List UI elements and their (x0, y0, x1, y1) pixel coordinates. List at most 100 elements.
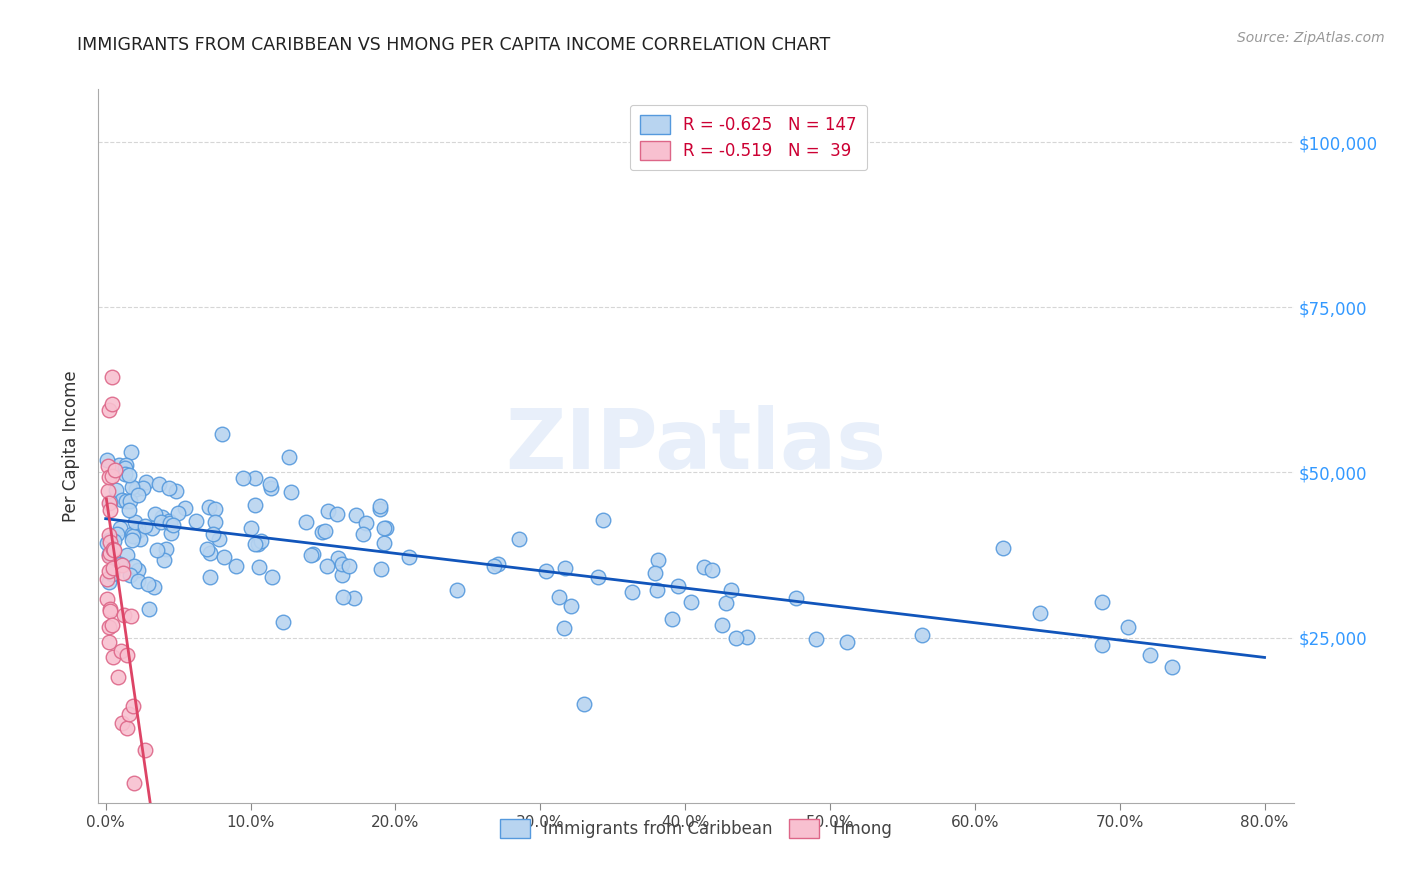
Point (129, 532, 152, 546)
Point (141, 520, 163, 534)
Text: Source: ZipAtlas.com: Source: ZipAtlas.com (1237, 31, 1385, 45)
Point (118, 567, 141, 582)
Point (121, 533, 143, 547)
Point (301, 547, 323, 561)
Point (98, 534, 121, 549)
Point (98, 502, 121, 516)
Point (118, 494, 141, 508)
Point (138, 577, 160, 591)
Point (370, 499, 392, 513)
Point (295, 516, 318, 530)
Point (1116, 620, 1139, 634)
Point (804, 632, 827, 646)
Point (98, 601, 121, 615)
Point (120, 445, 142, 459)
Point (115, 548, 138, 562)
Point (103, 649, 125, 664)
Text: ZIPatlas: ZIPatlas (506, 406, 886, 486)
Point (96, 573, 118, 587)
Point (96, 591, 118, 606)
Point (354, 516, 377, 531)
Point (337, 559, 360, 574)
Point (553, 621, 575, 635)
Point (621, 585, 644, 599)
Point (280, 485, 302, 500)
Point (370, 562, 392, 576)
Point (243, 498, 266, 512)
Point (98, 604, 121, 618)
Point (184, 514, 207, 528)
Point (198, 570, 221, 584)
Point (148, 476, 170, 491)
Point (332, 590, 354, 604)
Point (101, 370, 124, 384)
Point (107, 670, 129, 684)
Point (125, 524, 148, 538)
Point (117, 648, 139, 663)
Point (103, 463, 125, 477)
Point (101, 567, 124, 582)
Point (98, 564, 121, 578)
Point (375, 521, 398, 535)
Point (837, 634, 859, 648)
Point (134, 742, 156, 756)
Point (446, 583, 468, 598)
Point (373, 521, 395, 535)
Point (142, 580, 165, 594)
Point (108, 558, 131, 572)
Point (98, 620, 121, 634)
Point (111, 558, 134, 573)
Point (735, 630, 758, 644)
Point (114, 493, 136, 508)
Point (724, 631, 747, 645)
Point (344, 508, 367, 522)
Point (173, 500, 195, 515)
Point (127, 488, 149, 502)
Point (105, 527, 128, 541)
Point (122, 776, 145, 790)
Point (96, 452, 118, 467)
Point (560, 599, 582, 614)
Point (101, 561, 124, 575)
Point (1139, 648, 1161, 663)
Point (121, 526, 143, 541)
Text: IMMIGRANTS FROM CARIBBEAN VS HMONG PER CAPITA INCOME CORRELATION CHART: IMMIGRANTS FROM CARIBBEAN VS HMONG PER C… (77, 36, 831, 54)
Point (720, 583, 742, 598)
Point (155, 541, 177, 556)
Point (118, 467, 141, 482)
Point (572, 697, 595, 711)
Point (208, 532, 231, 546)
Point (225, 559, 247, 574)
Point (157, 481, 180, 495)
Point (98, 549, 121, 563)
Point (103, 543, 125, 558)
Point (128, 524, 150, 538)
Point (232, 471, 254, 485)
Point (112, 566, 135, 580)
Point (104, 483, 127, 497)
Point (1029, 606, 1052, 620)
Point (103, 533, 125, 548)
Point (486, 557, 509, 571)
Point (240, 521, 263, 535)
Point (121, 480, 143, 494)
Point (250, 534, 273, 549)
Point (243, 536, 266, 550)
Point (661, 612, 683, 626)
Point (98, 546, 121, 560)
Point (343, 591, 366, 605)
Point (368, 502, 391, 516)
Point (114, 460, 136, 475)
Point (278, 450, 301, 464)
Point (592, 512, 614, 526)
Point (138, 602, 160, 616)
Point (103, 542, 125, 557)
Point (1091, 595, 1114, 609)
Point (316, 559, 339, 574)
Point (97, 635, 120, 649)
Point (482, 558, 505, 573)
Point (508, 532, 530, 546)
Point (332, 557, 354, 571)
Point (98, 533, 121, 547)
Point (98, 495, 121, 509)
